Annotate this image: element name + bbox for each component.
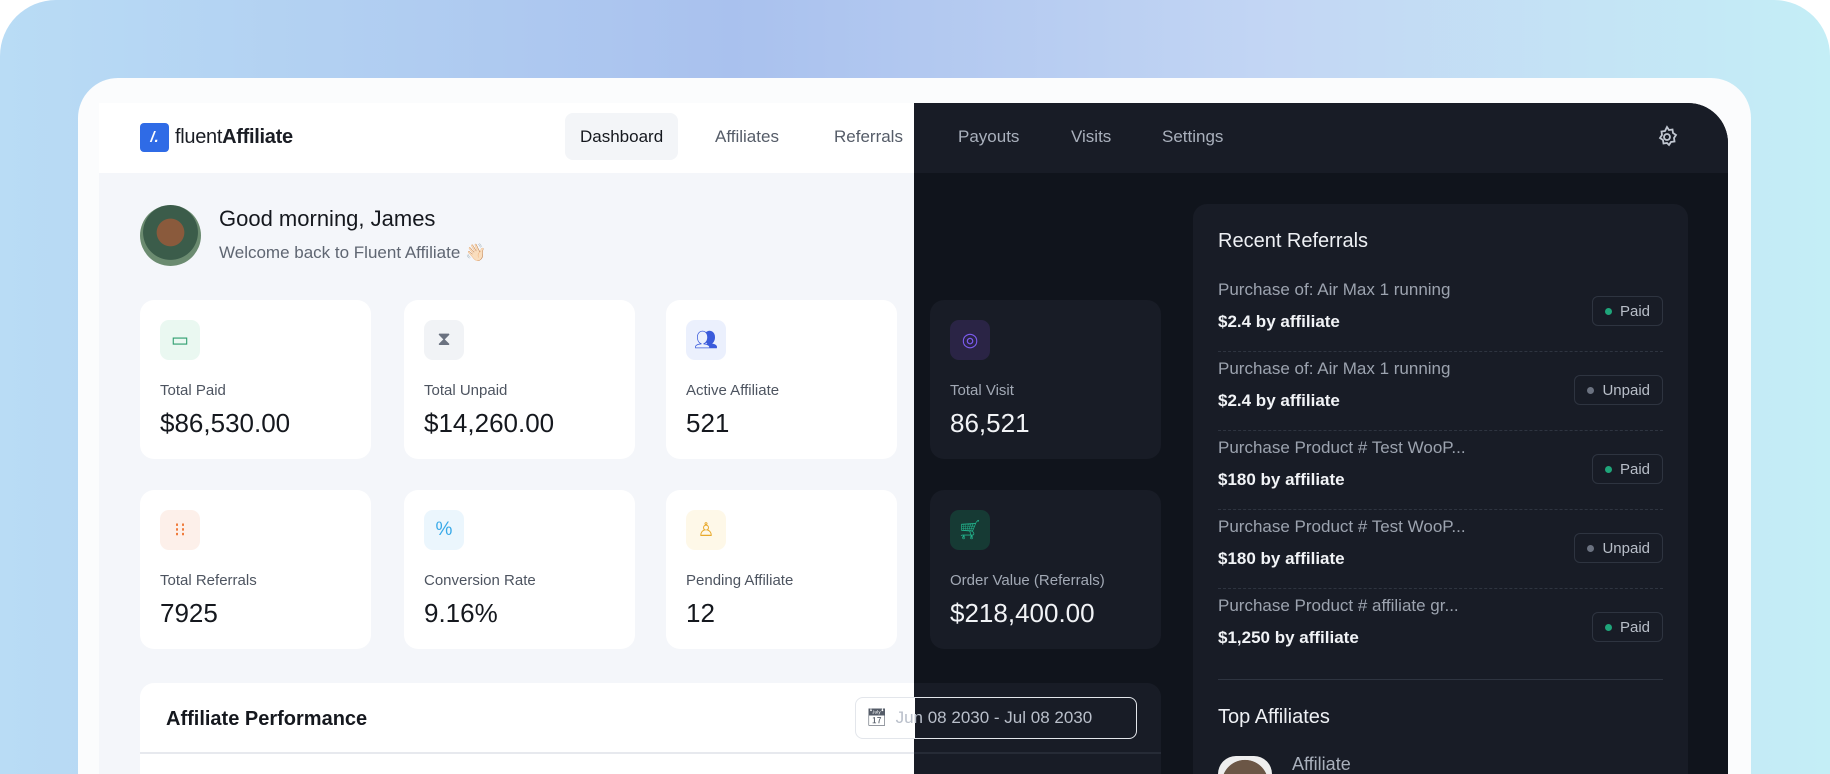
- nav-affiliates[interactable]: Affiliates: [715, 126, 779, 146]
- avatar[interactable]: [140, 205, 201, 266]
- top-nav-bar: [99, 103, 1728, 173]
- referral-item[interactable]: Purchase Product # affiliate gr... $1,25…: [1218, 589, 1663, 668]
- status-dot: [1604, 465, 1612, 473]
- status-badge: Paid: [1591, 612, 1663, 642]
- stat-label: Total Paid: [160, 382, 226, 399]
- stat-value: $218,400.00: [950, 598, 1095, 628]
- nav-referrals[interactable]: Referrals: [834, 126, 903, 146]
- affiliate-name[interactable]: Affiliate: [1292, 754, 1351, 774]
- logo-text-bold: Affiliate: [222, 126, 293, 148]
- status-text: Paid: [1619, 302, 1650, 320]
- stat-value: 9.16%: [424, 598, 498, 628]
- status-dot: [1587, 544, 1595, 552]
- recent-referrals-title: Recent Referrals: [1218, 230, 1369, 252]
- nav-dashboard[interactable]: Dashboard: [565, 113, 679, 160]
- wallet-icon: ▭: [160, 320, 200, 360]
- stat-card-order-value[interactable]: 🛒︎ Order Value (Referrals) $218,400.00: [930, 490, 1161, 649]
- referral-title: Purchase Product # affiliate gr...: [1218, 596, 1459, 615]
- top-affiliates-title: Top Affiliates: [1218, 706, 1330, 728]
- stat-value: 521: [686, 408, 730, 438]
- stat-value: 86,521: [950, 408, 1030, 438]
- divider: [1218, 679, 1663, 680]
- app-window: /. fluentAffiliate Dashboard Affiliates …: [99, 103, 1728, 774]
- stat-label: Order Value (Referrals): [950, 572, 1105, 589]
- stat-card-conversion-rate[interactable]: % Conversion Rate 9.16%: [404, 490, 635, 649]
- status-text: Unpaid: [1602, 381, 1650, 399]
- date-range-value: Jun 08 2030 - Jul 08 2030: [895, 708, 1093, 727]
- eye-icon: ◎: [950, 320, 990, 360]
- affiliate-performance-card: Affiliate Performance 📅︎ Jun 08 2030 - J…: [140, 683, 1161, 774]
- status-dot: [1604, 623, 1612, 631]
- greeting-title: Good morning, James: [219, 206, 436, 231]
- user-pending-icon: ♙: [686, 510, 726, 550]
- stat-label: Conversion Rate: [424, 572, 536, 589]
- greeting-subtitle: Welcome back to Fluent Affiliate 👋🏻: [219, 243, 487, 262]
- stat-label: Active Affiliate: [686, 382, 780, 399]
- calendar-icon: 📅︎: [866, 708, 888, 727]
- status-badge: Paid: [1591, 454, 1663, 484]
- recent-referrals-panel: Recent Referrals Purchase of: Air Max 1 …: [1193, 204, 1688, 774]
- stat-label: Total Visit: [950, 382, 1014, 399]
- referral-icon: ⁝⁝: [160, 510, 200, 550]
- stat-card-total-referrals[interactable]: ⁝⁝ Total Referrals 7925: [140, 490, 371, 649]
- stat-value: $86,530.00: [160, 408, 291, 438]
- referral-amount: $2.4 by affiliate: [1218, 312, 1340, 331]
- logo-mark-icon: /.: [140, 123, 169, 152]
- affiliate-avatar[interactable]: [1218, 756, 1272, 774]
- stat-label: Total Referrals: [160, 572, 257, 589]
- stat-card-active-affiliate[interactable]: 👥︎ Active Affiliate 521: [666, 300, 897, 459]
- stat-card-pending-affiliate[interactable]: ♙ Pending Affiliate 12: [666, 490, 897, 649]
- stat-card-total-paid[interactable]: ▭ Total Paid $86,530.00: [140, 300, 371, 459]
- status-text: Unpaid: [1602, 539, 1650, 557]
- referral-item[interactable]: Purchase Product # Test WooP... $180 by …: [1218, 431, 1663, 510]
- referral-amount: $180 by affiliate: [1218, 470, 1345, 489]
- percent-icon: %: [424, 510, 464, 550]
- logo[interactable]: /. fluentAffiliate: [140, 123, 293, 152]
- nav-payouts[interactable]: Payouts: [958, 126, 1020, 146]
- status-badge: Unpaid: [1574, 375, 1663, 405]
- hourglass-icon: ⧗: [424, 320, 464, 360]
- users-icon: 👥︎: [686, 320, 726, 360]
- stat-value: $14,260.00: [424, 408, 555, 438]
- status-text: Paid: [1619, 618, 1650, 636]
- referral-item[interactable]: Purchase Product # Test WooP... $180 by …: [1218, 510, 1663, 589]
- referral-amount: $180 by affiliate: [1218, 549, 1345, 568]
- stat-card-total-visit[interactable]: ◎ Total Visit 86,521: [930, 300, 1161, 459]
- stat-value: 12: [686, 598, 715, 628]
- status-badge: Unpaid: [1574, 533, 1663, 563]
- stat-label: Total Unpaid: [424, 382, 508, 399]
- nav-visits[interactable]: Visits: [1071, 126, 1112, 146]
- referral-title: Purchase Product # Test WooP...: [1218, 517, 1466, 536]
- referral-title: Purchase of: Air Max 1 running: [1218, 359, 1451, 378]
- status-dot: [1587, 386, 1595, 394]
- stat-card-total-unpaid[interactable]: ⧗ Total Unpaid $14,260.00: [404, 300, 635, 459]
- gear-icon[interactable]: [1655, 125, 1679, 149]
- divider: [140, 752, 1161, 754]
- stat-value: 7925: [160, 598, 218, 628]
- referral-amount: $2.4 by affiliate: [1218, 391, 1340, 410]
- referral-title: Purchase Product # Test WooP...: [1218, 438, 1466, 457]
- performance-title: Affiliate Performance: [166, 708, 368, 730]
- date-range-picker[interactable]: 📅︎ Jun 08 2030 - Jul 08 2030: [855, 697, 1137, 739]
- stat-label: Pending Affiliate: [686, 572, 794, 589]
- nav-settings[interactable]: Settings: [1162, 126, 1224, 146]
- referral-item[interactable]: Purchase of: Air Max 1 running $2.4 by a…: [1218, 352, 1663, 431]
- status-dot: [1604, 307, 1612, 315]
- logo-text-light: fluent: [175, 126, 223, 148]
- referral-title: Purchase of: Air Max 1 running: [1218, 280, 1451, 299]
- status-badge: Paid: [1591, 296, 1663, 326]
- cart-icon: 🛒︎: [950, 510, 990, 550]
- status-text: Paid: [1619, 460, 1650, 478]
- referral-amount: $1,250 by affiliate: [1218, 628, 1359, 647]
- referral-item[interactable]: Purchase of: Air Max 1 running $2.4 by a…: [1218, 273, 1663, 352]
